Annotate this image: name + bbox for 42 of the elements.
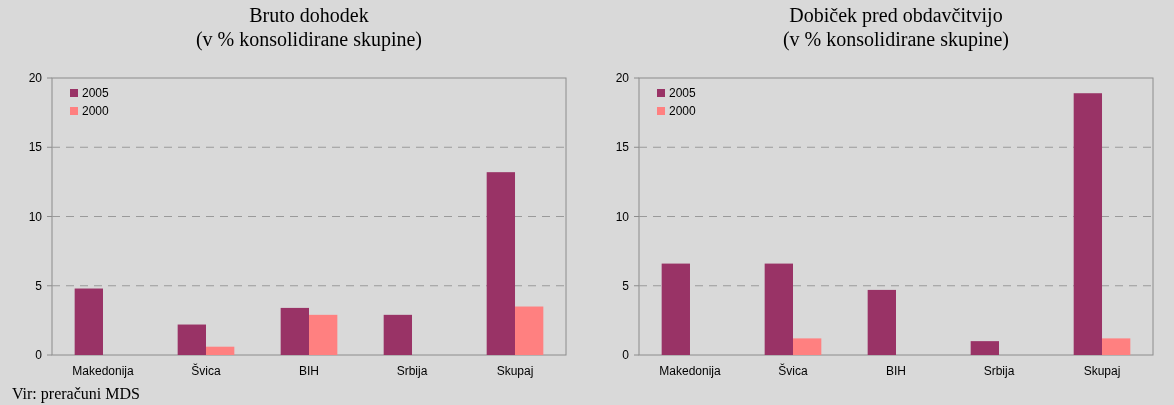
x-tick-label: BIH bbox=[885, 364, 907, 378]
bar bbox=[205, 346, 235, 355]
x-tick-label: Makedonija bbox=[659, 364, 721, 378]
bar bbox=[515, 306, 544, 355]
x-tick-label: Srbija bbox=[396, 364, 428, 378]
y-tick-label: 20 bbox=[615, 71, 630, 86]
x-tick-label: Švica bbox=[778, 363, 808, 378]
y-tick-label: 15 bbox=[615, 140, 630, 155]
legend-label: 2000 bbox=[82, 104, 110, 119]
bar bbox=[309, 314, 338, 355]
bar bbox=[177, 324, 206, 355]
x-tick-label: Skupaj bbox=[496, 364, 534, 378]
y-tick-label: 15 bbox=[28, 140, 43, 155]
text: Vir: preračuni MDS bbox=[12, 385, 140, 403]
legend-label: 2005 bbox=[669, 86, 697, 101]
y-tick-label: 0 bbox=[35, 348, 43, 363]
y-tick-label: 5 bbox=[35, 278, 43, 293]
chart-title: Bruto dohodek (v % konsolidirane skupine) bbox=[195, 4, 423, 51]
x-tick-label: Srbija bbox=[983, 364, 1015, 378]
x-tick-label: Makedonija bbox=[72, 364, 134, 378]
bar bbox=[1102, 338, 1131, 355]
bar bbox=[970, 341, 1000, 355]
bar bbox=[280, 307, 309, 355]
bar bbox=[383, 314, 413, 355]
bar bbox=[486, 172, 516, 355]
bar bbox=[764, 263, 793, 355]
y-tick-label: 0 bbox=[622, 348, 630, 363]
x-tick-label: Švica bbox=[191, 363, 221, 378]
bar bbox=[1073, 93, 1103, 355]
legend-label: 2005 bbox=[82, 86, 110, 101]
y-tick-label: 10 bbox=[28, 209, 43, 224]
x-tick-label: Skupaj bbox=[1083, 364, 1121, 378]
bar bbox=[74, 288, 103, 355]
bar bbox=[661, 263, 690, 355]
y-tick-label: 20 bbox=[28, 71, 43, 86]
y-tick-label: 10 bbox=[615, 209, 630, 224]
bar bbox=[867, 289, 896, 355]
x-tick-label: BIH bbox=[298, 364, 320, 378]
chart-title: Dobiček pred obdavčitvijo (v % konsolidirane skupine) bbox=[782, 4, 1010, 51]
legend-label: 2000 bbox=[669, 104, 697, 119]
y-tick-label: 5 bbox=[622, 278, 630, 293]
bar bbox=[792, 338, 822, 355]
